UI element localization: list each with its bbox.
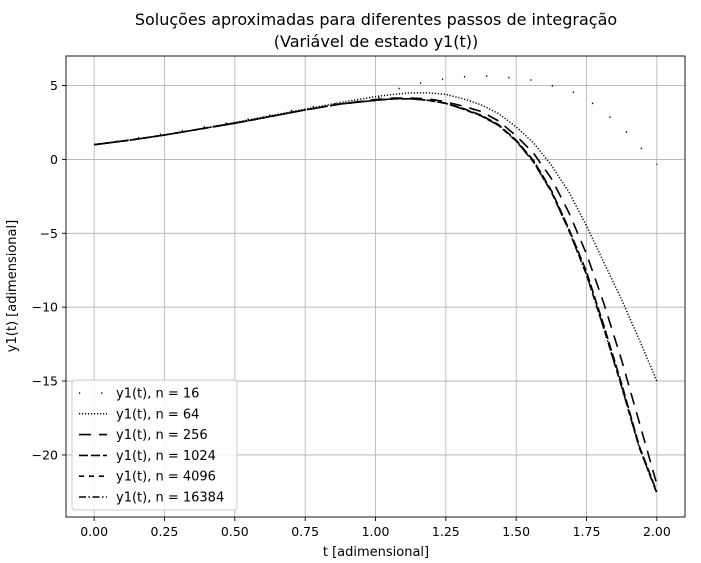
y-tick-label: −20 [32, 447, 58, 462]
legend-entry-label: y1(t), n = 16 [116, 387, 199, 402]
chart-title-line-1: Soluções aproximadas para diferentes pas… [135, 10, 617, 29]
x-tick-label: 0.75 [291, 524, 319, 539]
legend-entry-label: y1(t), n = 256 [116, 428, 208, 443]
x-axis-label: t [adimensional] [323, 545, 429, 560]
y-tick-label: 0 [50, 152, 58, 167]
legend-entry-label: y1(t), n = 64 [116, 407, 199, 422]
legend-entry-label: y1(t), n = 16384 [116, 491, 224, 506]
x-tick-label: 0.50 [221, 524, 249, 539]
x-tick-label: 1.50 [502, 524, 530, 539]
legend-entry-label: y1(t), n = 1024 [116, 449, 216, 464]
legend-entry-label: y1(t), n = 4096 [116, 470, 216, 485]
y-tick-label: −5 [40, 226, 58, 241]
legend: y1(t), n = 16 y1(t), n = 64 y1(t), n = 256… [71, 379, 238, 511]
x-tick-label: 1.00 [362, 524, 390, 539]
x-tick-label: 2.00 [643, 524, 671, 539]
y-axis-label: y1(t) [adimensional] [5, 220, 20, 352]
y-tick-label: −15 [32, 374, 58, 389]
y-tick-label: −10 [32, 300, 58, 315]
legend-box [71, 379, 238, 511]
chart-title-line-2: (Variável de estado y1(t)) [274, 32, 478, 51]
x-tick-label: 1.75 [573, 524, 601, 539]
series-layer [93, 75, 658, 494]
series-line-n-4096 [93, 98, 658, 494]
axis-ticks: 0.00 0.25 0.50 0.75 1.00 1.25 1.50 1.75 2.00 5 0 −5… [32, 78, 671, 539]
grid-lines [66, 56, 685, 517]
x-tick-label: 0.00 [80, 524, 108, 539]
y-tick-label: 5 [50, 78, 58, 93]
series-line-n-16384 [94, 98, 658, 494]
x-tick-label: 0.25 [151, 524, 179, 539]
x-tick-label: 1.25 [432, 524, 460, 539]
